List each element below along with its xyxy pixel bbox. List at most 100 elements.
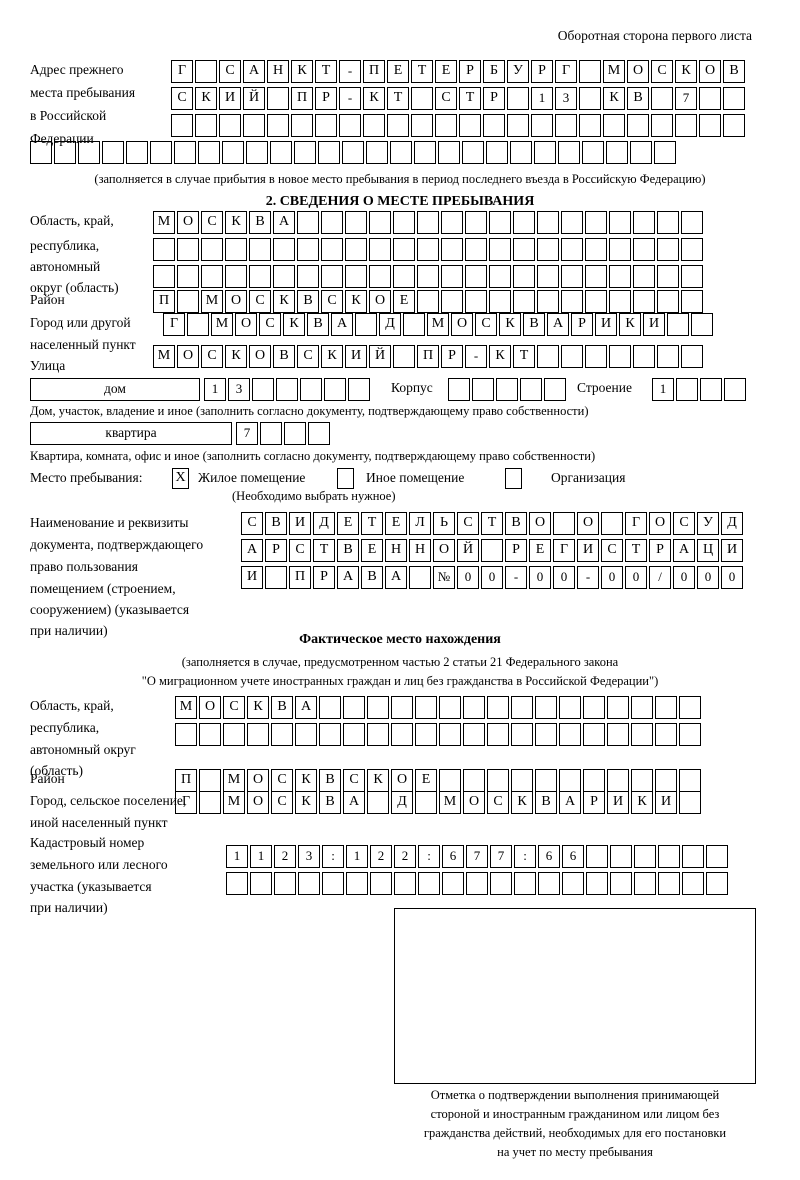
form-cell[interactable] (607, 696, 629, 719)
form-cell[interactable] (609, 238, 631, 261)
form-cell[interactable] (559, 696, 581, 719)
form-cell[interactable] (681, 238, 703, 261)
form-cell[interactable] (441, 290, 463, 313)
form-cell[interactable]: 7 (490, 845, 512, 868)
form-cell[interactable] (126, 141, 148, 164)
form-cell[interactable]: 7 (675, 87, 697, 110)
form-cell[interactable]: 2 (370, 845, 392, 868)
form-cell[interactable] (391, 696, 413, 719)
form-cell[interactable]: : (514, 845, 536, 868)
form-cell[interactable] (487, 769, 509, 792)
form-cell[interactable]: Ц (697, 539, 719, 562)
form-cell[interactable] (658, 872, 680, 895)
form-cell[interactable]: Р (315, 87, 337, 110)
form-cell[interactable]: 1 (531, 87, 553, 110)
form-cell[interactable] (463, 769, 485, 792)
form-cell[interactable]: Е (415, 769, 437, 792)
form-cell[interactable] (369, 238, 391, 261)
form-cell[interactable]: Р (571, 313, 593, 336)
form-cell[interactable]: М (603, 60, 625, 83)
form-cell[interactable] (679, 696, 701, 719)
form-cell[interactable]: 6 (562, 845, 584, 868)
form-cell[interactable]: М (223, 769, 245, 792)
form-cell[interactable]: 0 (697, 566, 719, 589)
form-cell[interactable] (699, 114, 721, 137)
form-cell[interactable] (270, 141, 292, 164)
form-cell[interactable] (363, 114, 385, 137)
form-cell[interactable]: 7 (466, 845, 488, 868)
form-cell[interactable] (561, 290, 583, 313)
form-cell[interactable] (324, 378, 346, 401)
form-cell[interactable]: Й (457, 539, 479, 562)
korpus-cells[interactable] (448, 378, 566, 401)
form-cell[interactable] (610, 845, 632, 868)
form-cell[interactable]: К (345, 290, 367, 313)
form-cell[interactable]: М (201, 290, 223, 313)
form-cell[interactable] (537, 238, 559, 261)
form-cell[interactable] (586, 872, 608, 895)
form-cell[interactable]: Е (393, 290, 415, 313)
form-cell[interactable] (415, 791, 437, 814)
form-cell[interactable]: 7 (236, 422, 258, 445)
form-cell[interactable] (252, 378, 274, 401)
form-cell[interactable] (537, 265, 559, 288)
form-cell[interactable] (260, 422, 282, 445)
form-cell[interactable]: А (559, 791, 581, 814)
form-cell[interactable]: П (289, 566, 311, 589)
form-cell[interactable] (271, 723, 293, 746)
form-cell[interactable]: О (235, 313, 257, 336)
form-cell[interactable] (319, 696, 341, 719)
form-cell[interactable]: - (505, 566, 527, 589)
form-cell[interactable] (606, 141, 628, 164)
form-cell[interactable] (561, 238, 583, 261)
form-cell[interactable]: М (153, 345, 175, 368)
form-cell[interactable]: Т (459, 87, 481, 110)
form-cell[interactable] (553, 512, 575, 535)
form-cell[interactable]: Г (163, 313, 185, 336)
form-cell[interactable] (439, 769, 461, 792)
form-cell[interactable] (706, 845, 728, 868)
form-cell[interactable]: В (249, 211, 271, 234)
form-cell[interactable] (411, 87, 433, 110)
form-cell[interactable] (54, 141, 76, 164)
form-cell[interactable] (199, 723, 221, 746)
form-cell[interactable] (633, 265, 655, 288)
form-cell[interactable] (561, 265, 583, 288)
form-cell[interactable]: А (243, 60, 265, 83)
form-cell[interactable] (393, 211, 415, 234)
form-cell[interactable]: С (289, 539, 311, 562)
form-cell[interactable]: О (529, 512, 551, 535)
form-cell[interactable] (579, 60, 601, 83)
form-cell[interactable]: Г (553, 539, 575, 562)
form-cell[interactable] (369, 265, 391, 288)
form-cell[interactable] (667, 313, 689, 336)
form-cell[interactable] (319, 723, 341, 746)
flat-number-cells[interactable]: 7 (236, 422, 330, 445)
form-cell[interactable] (249, 238, 271, 261)
form-cell[interactable] (417, 265, 439, 288)
form-cell[interactable] (298, 872, 320, 895)
form-cell[interactable]: Н (385, 539, 407, 562)
form-cell[interactable]: О (225, 290, 247, 313)
form-cell[interactable] (537, 345, 559, 368)
form-cell[interactable]: Т (513, 345, 535, 368)
form-cell[interactable]: К (225, 211, 247, 234)
form-cell[interactable]: И (577, 539, 599, 562)
stay-type-checkbox-0[interactable]: X (172, 468, 189, 489)
form-cell[interactable] (682, 872, 704, 895)
form-cell[interactable] (267, 87, 289, 110)
form-cell[interactable] (265, 566, 287, 589)
form-cell[interactable] (153, 238, 175, 261)
form-cell[interactable] (321, 238, 343, 261)
form-cell[interactable]: 1 (204, 378, 226, 401)
form-cell[interactable]: Й (369, 345, 391, 368)
form-cell[interactable]: К (195, 87, 217, 110)
form-cell[interactable] (465, 211, 487, 234)
form-cell[interactable]: 6 (538, 845, 560, 868)
form-cell[interactable] (274, 872, 296, 895)
